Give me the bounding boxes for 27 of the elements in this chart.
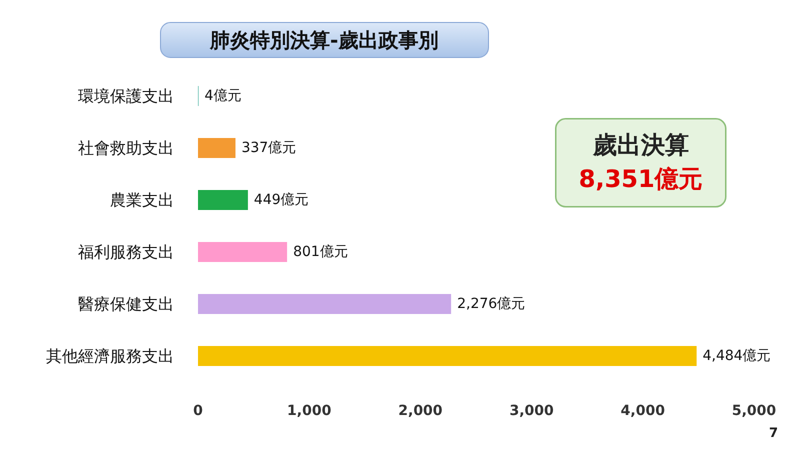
annotation: 歲出決算 [592, 130, 689, 159]
bar [198, 242, 288, 262]
data-label: 2,276億元 [457, 296, 526, 312]
chart-title: 肺炎特別決算-歲出政事別 [209, 28, 438, 52]
bar [198, 294, 452, 314]
data-label: 4,484億元 [702, 348, 771, 364]
text: 7 [768, 426, 778, 441]
data-label: 4億元 [204, 88, 242, 104]
y-tick-label: 社會救助支出 [78, 138, 174, 158]
y-tick-label: 福利服務支出 [78, 242, 174, 262]
data-label: 801億元 [293, 244, 348, 260]
y-tick-label: 環境保護支出 [78, 86, 174, 106]
y-tick-label: 農業支出 [110, 190, 174, 210]
x-tick-label: 5,000 [732, 403, 776, 419]
bar [198, 138, 236, 158]
x-tick-label: 2,000 [398, 403, 443, 419]
data-label: 337億元 [241, 140, 296, 156]
y-tick-label: 其他經濟服務支出 [46, 346, 174, 366]
bar [198, 346, 697, 366]
data-label: 449億元 [254, 192, 309, 208]
x-tick-label: 1,000 [287, 403, 332, 419]
bar [198, 190, 248, 210]
x-tick-label: 4,000 [620, 403, 666, 419]
y-tick-label: 醫療保健支出 [78, 294, 174, 314]
annotation: 8,351億元 [578, 164, 703, 193]
x-tick-label: 0 [193, 403, 204, 419]
x-tick-label: 3,000 [509, 403, 554, 419]
